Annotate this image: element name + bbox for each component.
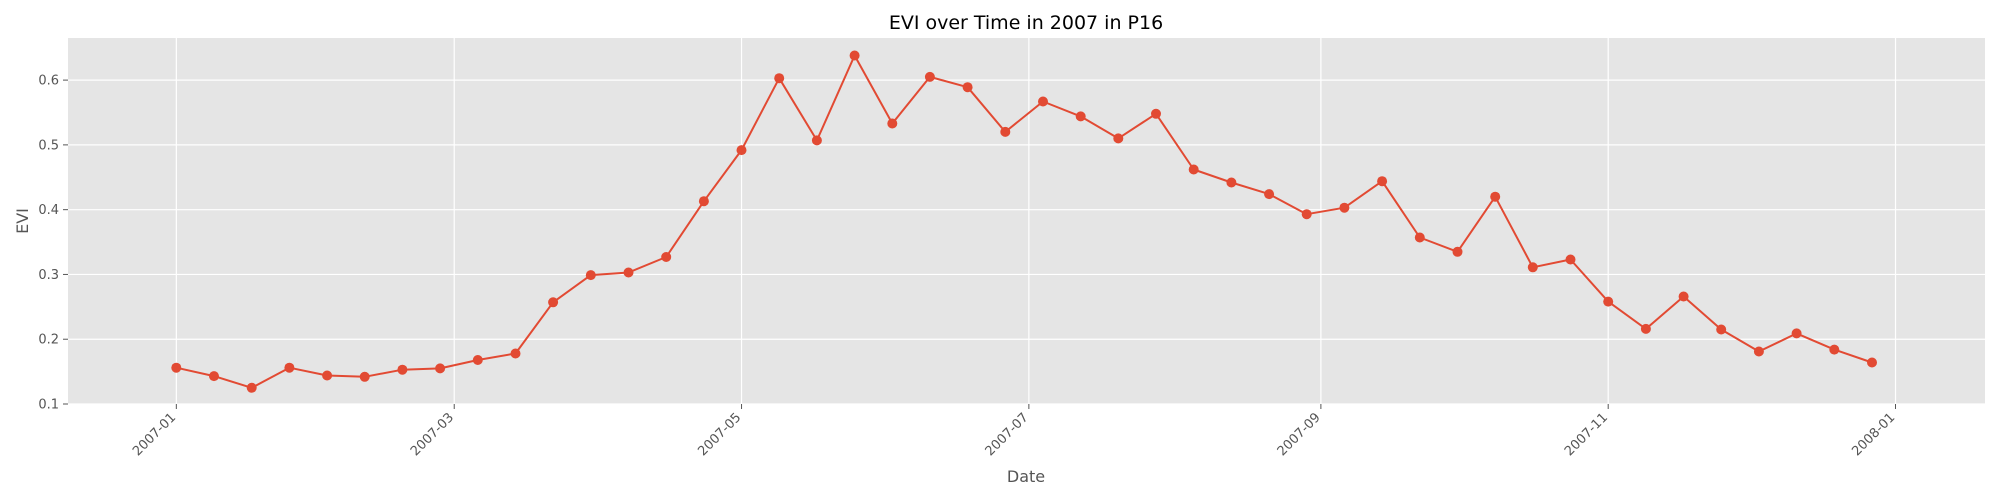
y-axis-label: EVI: [13, 208, 32, 234]
data-point: [510, 348, 521, 359]
y-tick-label: 0.3: [38, 268, 59, 283]
data-point: [1226, 177, 1237, 188]
data-point: [774, 73, 785, 84]
grid-lines: [68, 38, 1985, 405]
x-tick-label: 2007-03: [408, 410, 457, 459]
evi-series-line: [176, 54, 1873, 389]
data-point: [171, 362, 182, 373]
data-point: [1113, 133, 1124, 144]
y-tick-label: 0.6: [38, 74, 59, 89]
data-point: [1527, 262, 1538, 273]
data-point: [1867, 357, 1877, 368]
data-point: [1640, 323, 1651, 334]
data-point: [435, 363, 446, 374]
data-point: [209, 371, 219, 382]
data-point: [1038, 96, 1048, 107]
data-point: [1301, 209, 1312, 220]
data-point: [322, 370, 333, 381]
y-tick-label: 0.2: [38, 333, 59, 348]
y-tick-label: 0.4: [38, 203, 59, 218]
data-point: [472, 355, 483, 365]
data-point: [1075, 111, 1086, 122]
data-point: [1791, 328, 1802, 339]
data-point: [1264, 189, 1275, 200]
data-point: [698, 196, 709, 207]
data-point: [397, 364, 408, 375]
y-tick-label: 0.1: [38, 398, 59, 413]
data-point: [1339, 202, 1350, 213]
data-point: [1490, 191, 1501, 202]
data-point: [1603, 296, 1614, 307]
data-point: [1565, 254, 1576, 265]
x-tick-label: 2007-09: [1275, 410, 1324, 459]
data-point: [548, 297, 559, 308]
data-point: [1753, 346, 1764, 357]
x-axis-label: Date: [1007, 467, 1045, 486]
series-layer: [171, 50, 1877, 393]
data-point: [849, 50, 860, 61]
data-point: [924, 71, 935, 82]
data-point: [1829, 344, 1840, 355]
data-point: [1678, 291, 1689, 302]
data-point: [359, 371, 370, 382]
data-point: [246, 382, 257, 393]
x-tick-label: 2007-07: [983, 410, 1032, 459]
data-point: [962, 82, 973, 93]
data-point: [623, 267, 634, 278]
chart-title: EVI over Time in 2007 in P16: [889, 12, 1163, 34]
data-point: [284, 362, 295, 373]
data-point: [811, 135, 822, 146]
data-point: [887, 118, 898, 129]
x-tick-label: 2007-05: [695, 410, 744, 459]
x-tick-label: 2007-01: [130, 410, 179, 459]
data-point: [1716, 324, 1727, 335]
data-point: [585, 270, 596, 281]
x-tick-label: 2008-01: [1849, 410, 1898, 459]
data-point: [1452, 246, 1463, 257]
data-point: [1377, 176, 1388, 187]
data-point: [1414, 232, 1425, 243]
data-point: [1151, 108, 1161, 119]
data-point: [736, 145, 747, 156]
data-point: [1000, 126, 1011, 137]
x-tick-label: 2007-11: [1562, 410, 1611, 459]
y-tick-label: 0.5: [38, 138, 59, 153]
data-point: [661, 252, 672, 262]
plot-background: [68, 38, 1985, 404]
data-point: [1188, 164, 1199, 175]
